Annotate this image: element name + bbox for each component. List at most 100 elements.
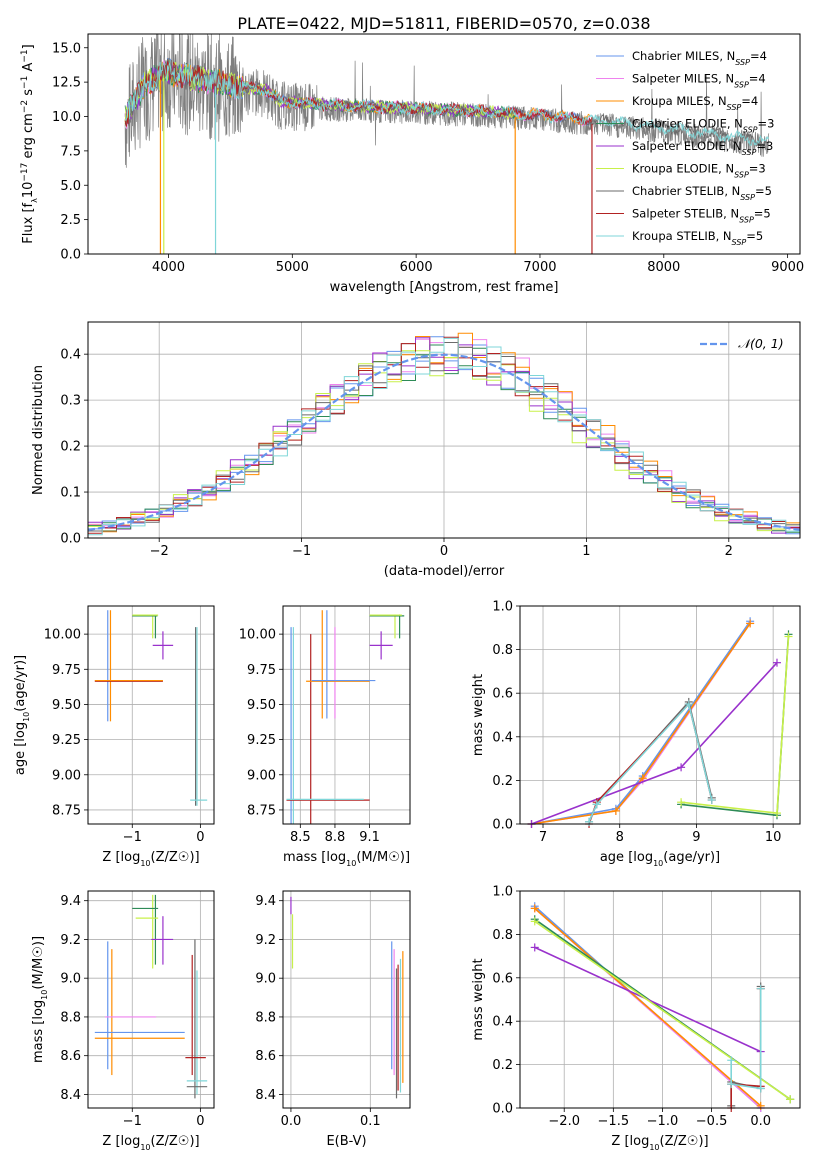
x-tick-label: −1 [292, 544, 311, 559]
mass_vs_Z-panel: −1 0 8.4 8.6 8.8 9.0 9.2 9.4 Z [log10(Z/Z☉)] mass… [31, 890, 215, 1152]
weight-line-chabrier_elodie [681, 634, 790, 817]
y-tick-label: 9.4 [255, 894, 276, 909]
x-tick-label: 0.1 [360, 1114, 381, 1129]
y-tick-label: 0.4 [492, 730, 513, 745]
y-axis-label: Normed distribution [31, 365, 46, 495]
x-tick-label: 6000 [400, 260, 433, 275]
x-axis-label: (data-model)/error [384, 564, 505, 579]
weight_vs_age-panel: 7 8 9 10 0.0 0.2 0.4 0.6 0.8 1.0 age [log10(age/yr… [471, 600, 801, 868]
axes-frame [519, 890, 801, 1109]
x-tick-label: 0 [196, 830, 204, 845]
x-tick-label: 9 [692, 830, 700, 845]
y-tick-label: 0.0 [492, 1102, 513, 1117]
x-axis-label: Z [log10(Z/Z☉)] [102, 1134, 199, 1152]
y-tick-label: 0.6 [492, 687, 513, 702]
figure-title: PLATE=0422, MJD=51811, FIBERID=0570, z=0… [237, 14, 650, 33]
legend-label: Kroupa STELIB, NSSP=5 [632, 229, 763, 247]
axes-frame [87, 321, 801, 539]
spectrum-panel: 4000 5000 6000 7000 8000 9000 0.0 2.5 5.0 7.5 10.0… [20, 33, 804, 295]
legend-label: Salpeter STELIB, NSSP=5 [632, 207, 771, 225]
y-tick-label: 8.6 [60, 1049, 81, 1064]
x-tick-label: 4000 [152, 260, 185, 275]
spectrum-legend: Chabrier MILES, NSSP=4 Salpeter MILES, NS… [596, 49, 774, 247]
y-tick-label: 8.4 [255, 1088, 276, 1103]
y-tick-label: 2.5 [60, 213, 81, 228]
x-tick-label: 9.1 [359, 830, 380, 845]
y-tick-label: 8.6 [255, 1049, 276, 1064]
y-tick-label: 7.5 [60, 144, 81, 159]
y-tick-label: 1.0 [492, 885, 513, 900]
axes-frame [519, 605, 801, 825]
y-tick-label: 0.4 [492, 1015, 513, 1030]
y-tick-label: 0.3 [60, 394, 81, 409]
y-tick-label: 9.2 [255, 933, 276, 948]
weight-line-chabrier_miles [531, 620, 751, 825]
x-tick-label: 7 [539, 830, 547, 845]
legend-label: Salpeter ELODIE, NSSP=3 [632, 139, 773, 157]
y-tick-label: 0.2 [492, 1058, 513, 1073]
y-tick-label: 10.0 [52, 110, 81, 125]
y-axis-label: mass weight [471, 958, 486, 1040]
y-tick-label: 9.2 [60, 933, 81, 948]
y-axis-label: mass weight [471, 674, 486, 756]
x-tick-label: −1 [123, 830, 142, 845]
y-tick-label: 9.00 [52, 768, 81, 783]
y-tick-label: 0.0 [60, 248, 81, 263]
y-tick-label: 9.4 [60, 894, 81, 909]
y-axis-label: Flux [fλ10−17 erg cm−2 s−1 A−1] [20, 44, 39, 243]
x-tick-label: 8.5 [290, 830, 311, 845]
legend-label: Salpeter MILES, NSSP=4 [632, 72, 766, 90]
y-tick-label: 0.2 [60, 440, 81, 455]
y-tick-label: 1.0 [492, 600, 513, 615]
weight-line-salpeter_stelib [730, 988, 762, 1108]
axes-frame [87, 605, 215, 825]
x-tick-label: 9000 [771, 260, 804, 275]
x-tick-label: 1 [582, 544, 590, 559]
x-axis-label: mass [log10(M/M☉)] [283, 850, 410, 868]
x-tick-label: 0.0 [750, 1114, 771, 1129]
x-axis-label: E(B-V) [326, 1134, 366, 1149]
age_vs_Z-panel: −1 0 8.75 9.00 9.25 9.50 9.75 10.00 Z [log10(Z/Z… [13, 605, 215, 868]
axes-frame [87, 33, 801, 255]
legend-label: Chabrier STELIB, NSSP=5 [632, 184, 772, 202]
y-tick-label: 8.4 [60, 1088, 81, 1103]
y-tick-label: 12.5 [52, 76, 81, 91]
x-tick-label: −1.5 [598, 1114, 630, 1129]
y-tick-label: 0.6 [492, 971, 513, 986]
legend-label: Chabrier ELODIE, NSSP=3 [632, 117, 774, 135]
age_vs_Z-plot-area [94, 610, 208, 806]
weight-line-kroupa_miles [534, 907, 762, 1107]
x-tick-label: 5000 [276, 260, 309, 275]
mass_vs_EBV-panel: 0.0 0.1 8.4 8.6 8.8 9.0 9.2 9.4 E(B-V) [255, 890, 411, 1149]
y-axis-label: age [log10(age/yr)] [13, 655, 31, 775]
x-tick-label: −1 [123, 1114, 142, 1129]
y-tick-label: 0.4 [60, 348, 81, 363]
axes-frame [282, 605, 411, 825]
spectrum-model-kroupa_stelib [124, 61, 769, 147]
legend-label: 𝒩(0, 1) [738, 336, 784, 351]
normal-curve [88, 353, 800, 531]
y-tick-label: 15.0 [52, 41, 81, 56]
y-axis-label: mass [log10(M/M☉)] [31, 936, 49, 1063]
residual-histogram-kroupa_stelib [88, 337, 800, 536]
x-tick-label: 7000 [523, 260, 556, 275]
weight-line-salpeter_elodie [531, 662, 778, 825]
y-tick-label: 10.00 [239, 628, 276, 643]
y-tick-label: 9.50 [247, 698, 276, 713]
age_vs_mass-panel: 8.5 8.8 9.1 8.75 9.00 9.25 9.50 9.75 10.00 mass [… [239, 605, 411, 868]
y-tick-label: 9.75 [52, 663, 81, 678]
y-tick-label: 8.75 [52, 803, 81, 818]
x-tick-label: 8 [616, 830, 624, 845]
y-tick-label: 0.8 [492, 643, 513, 658]
x-tick-label: 8.8 [325, 830, 346, 845]
y-tick-label: 0.0 [492, 818, 513, 833]
y-tick-label: 8.8 [255, 1010, 276, 1025]
weight-line-kroupa_stelib [730, 988, 762, 1090]
y-tick-label: 9.75 [247, 663, 276, 678]
residuals-panel: −2 −1 0 1 2 0.0 0.1 0.2 0.3 0.4 (data-model)/error… [31, 321, 801, 579]
y-tick-label: 9.0 [255, 972, 276, 987]
y-tick-label: 9.50 [52, 698, 81, 713]
weight_vs_Z-panel: −2.0 −1.5 −1.0 −0.5 0.0 0.0 0.2 0.4 0.6 0.8 1.0 Z [… [471, 885, 801, 1152]
y-tick-label: 0.2 [492, 774, 513, 789]
